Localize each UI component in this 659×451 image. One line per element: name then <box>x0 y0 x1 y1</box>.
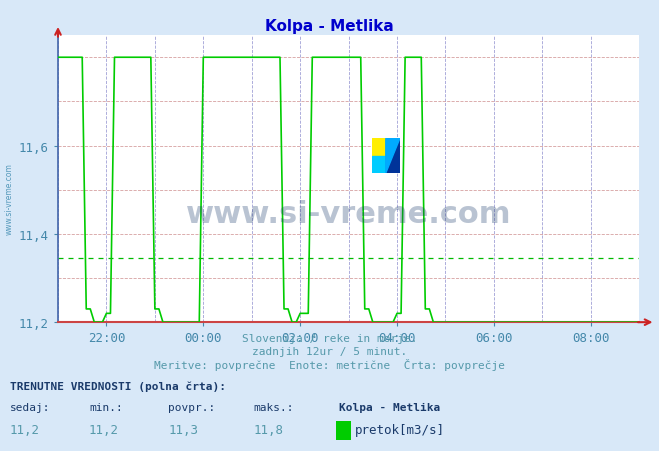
Text: www.si-vreme.com: www.si-vreme.com <box>186 199 511 228</box>
Bar <box>372 139 386 156</box>
Text: www.si-vreme.com: www.si-vreme.com <box>5 162 14 235</box>
Text: Meritve: povprečne  Enote: metrične  Črta: povprečje: Meritve: povprečne Enote: metrične Črta:… <box>154 359 505 371</box>
Text: TRENUTNE VREDNOSTI (polna črta):: TRENUTNE VREDNOSTI (polna črta): <box>10 381 226 391</box>
Text: 11,2: 11,2 <box>10 423 40 436</box>
Polygon shape <box>386 139 400 174</box>
Bar <box>386 139 400 174</box>
Text: min.:: min.: <box>89 402 123 412</box>
Text: Kolpa - Metlika: Kolpa - Metlika <box>339 402 441 412</box>
Text: Kolpa - Metlika: Kolpa - Metlika <box>265 19 394 34</box>
Text: Slovenija / reke in morje.: Slovenija / reke in morje. <box>242 333 417 343</box>
Text: zadnjih 12ur / 5 minut.: zadnjih 12ur / 5 minut. <box>252 346 407 356</box>
Text: 11,3: 11,3 <box>168 423 198 436</box>
Bar <box>372 156 386 174</box>
Text: sedaj:: sedaj: <box>10 402 50 412</box>
Text: maks.:: maks.: <box>254 402 294 412</box>
Text: 11,8: 11,8 <box>254 423 284 436</box>
Text: pretok[m3/s]: pretok[m3/s] <box>355 423 445 436</box>
Text: 11,2: 11,2 <box>89 423 119 436</box>
Text: povpr.:: povpr.: <box>168 402 215 412</box>
